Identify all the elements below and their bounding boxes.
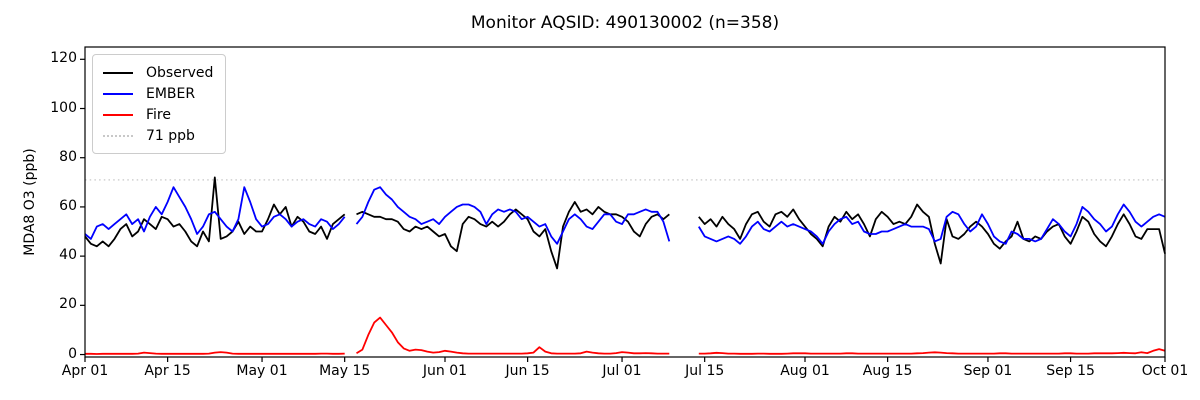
y-tick-label: 40 [59,247,77,264]
x-tick-label: Jun 15 [505,363,550,379]
y-tick-label: 20 [59,296,77,313]
x-tick-label: Oct 01 [1141,363,1189,379]
legend-item-ember: EMBER [103,83,213,104]
x-tick-label: Jun 01 [422,363,468,379]
legend-label: Fire [146,106,171,123]
x-tick-label: May 01 [236,363,288,379]
x-tick-label: Jul 01 [602,363,642,379]
x-tick-label: Aug 01 [780,363,830,379]
x-tick-label: Apr 01 [61,363,109,379]
y-tick-label: 120 [50,50,77,67]
y-tick-label: 0 [68,345,77,362]
legend: Observed EMBER Fire 71 ppb [92,54,227,154]
x-tick-label: Jul 15 [685,363,725,379]
x-tick-label: Sep 15 [1046,363,1095,379]
legend-item-fire: Fire [103,104,213,125]
y-tick-label: 80 [59,148,77,165]
ember-line [84,186,1166,245]
legend-label: Observed [146,64,214,81]
legend-item-observed: Observed [103,62,213,83]
chart-title: Monitor AQSID: 490130002 (n=358) [470,13,780,33]
legend-line-sample [103,71,133,74]
plot-border [84,46,1166,358]
x-tick-label: May 15 [319,363,371,379]
x-tick-label: Aug 15 [862,363,913,379]
y-tick-label: 60 [59,197,77,214]
x-tick-label: Apr 15 [144,363,191,379]
legend-label: EMBER [146,85,196,102]
legend-line-sample [103,92,133,95]
fire-line [85,316,1166,355]
legend-line-sample [103,113,133,116]
observed-line [84,176,1166,270]
x-tick-label: Sep 01 [963,363,1013,379]
y-tick-label: 100 [50,99,77,116]
legend-item-71-ppb: 71 ppb [103,125,213,146]
legend-line-sample [103,134,133,137]
legend-label: 71 ppb [146,127,195,144]
